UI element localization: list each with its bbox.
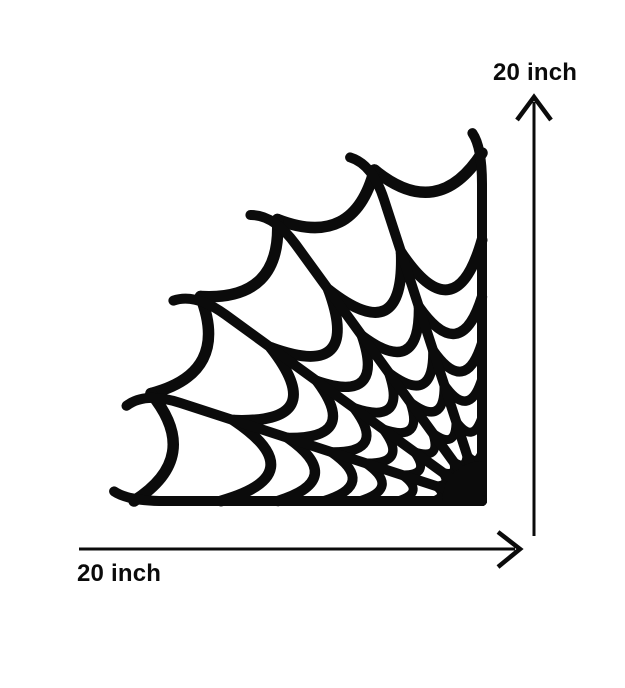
height-dimension-arrow [515,93,553,536]
arrow-up-icon [515,93,553,122]
web-path [194,213,284,303]
spider-web-graphic [109,128,488,507]
web-path [128,387,179,507]
web-path [228,342,299,426]
web-path [323,247,407,318]
web-path [121,393,487,506]
web-path [265,284,343,362]
width-dimension-label: 20 inch [77,560,162,587]
web-path [311,330,374,393]
web-path [215,414,277,507]
web-path [168,293,487,506]
web-path [245,209,487,506]
web-path [109,486,487,506]
web-path [345,152,487,506]
web-path [395,234,488,296]
height-dimension-label: 20 inch [493,59,578,86]
width-dimension-arrow [79,530,524,569]
web-path [271,164,381,234]
web-path [442,461,482,501]
arrow-right-icon [496,530,524,569]
web-path [145,290,215,400]
web-path [368,147,488,198]
web-path [467,128,487,506]
